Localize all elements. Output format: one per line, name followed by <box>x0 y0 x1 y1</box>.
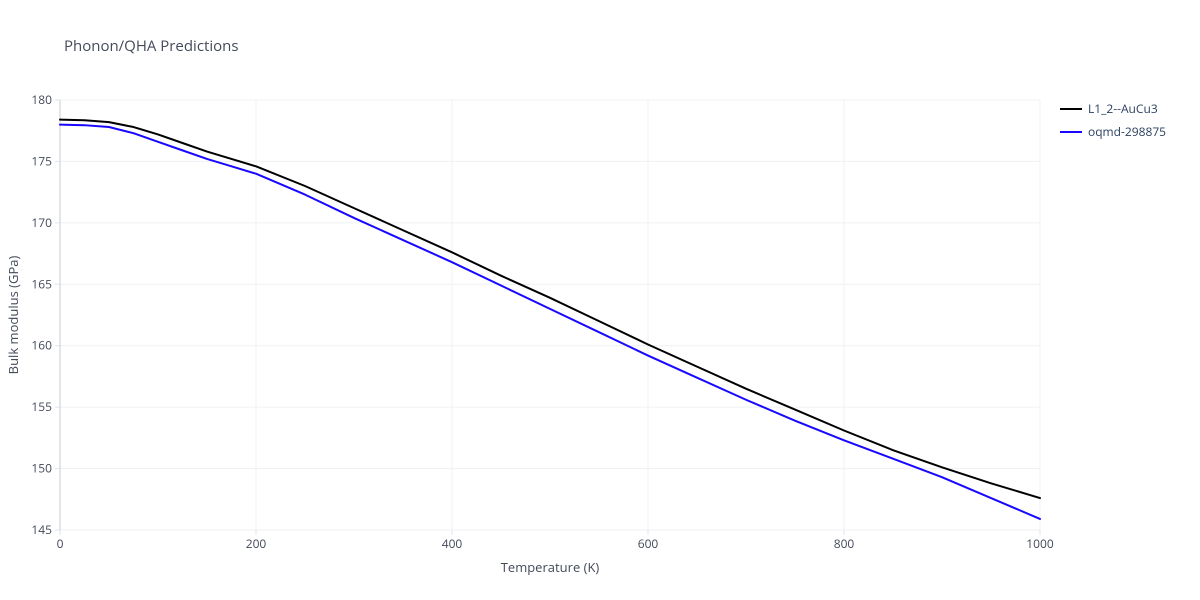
y-tick-label: 145 <box>31 521 52 538</box>
x-tick-label: 0 <box>57 535 64 552</box>
legend: L1_2--AuCu3 oqmd-298875 <box>1060 100 1166 146</box>
legend-label-0: L1_2--AuCu3 <box>1088 100 1158 117</box>
legend-label-1: oqmd-298875 <box>1088 123 1166 140</box>
x-tick-label: 800 <box>834 535 855 552</box>
x-tick-label: 600 <box>638 535 659 552</box>
legend-item-0[interactable]: L1_2--AuCu3 <box>1060 100 1166 117</box>
x-axis-title: Temperature (K) <box>501 558 600 576</box>
y-tick-label: 170 <box>31 214 52 231</box>
plot-area: 0 200 400 600 800 1000 145 150 155 160 165 170 175 18… <box>0 0 1200 600</box>
y-tick-label: 175 <box>31 152 52 169</box>
chart-container: Phonon/QHA Predictions 02004006008001000… <box>0 0 1200 600</box>
x-tick-label: 1000 <box>1026 535 1054 552</box>
y-axis-title: Bulk modulus (GPa) <box>4 256 22 375</box>
y-tick-label: 180 <box>31 91 52 108</box>
y-tick-label: 150 <box>31 460 52 477</box>
x-tick-label: 200 <box>246 535 267 552</box>
y-tick-label: 160 <box>31 337 52 354</box>
legend-swatch-1 <box>1060 131 1082 133</box>
x-tick-label: 400 <box>442 535 463 552</box>
y-tick-label: 165 <box>31 275 52 292</box>
y-tick-label: 155 <box>31 398 52 415</box>
legend-item-1[interactable]: oqmd-298875 <box>1060 123 1166 140</box>
legend-swatch-0 <box>1060 108 1082 110</box>
